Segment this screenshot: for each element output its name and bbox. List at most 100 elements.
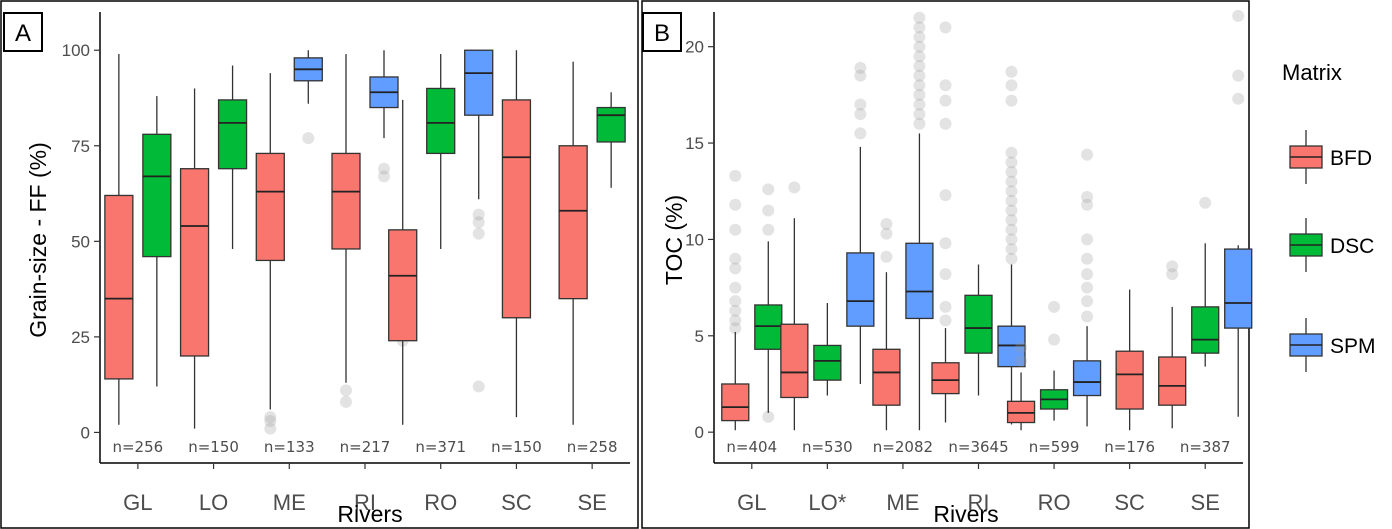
outlier-point	[729, 223, 742, 236]
x-tick-label: GL	[737, 490, 766, 515]
outlier-point	[939, 21, 952, 34]
outlier-point	[729, 198, 742, 211]
outlier-point	[729, 314, 742, 327]
legend: Matrix BFD DSC SPM	[1282, 60, 1376, 372]
outlier-point	[913, 117, 926, 130]
outlier-point	[1081, 198, 1094, 211]
box-body	[464, 49, 494, 116]
box-ME-SPM	[293, 50, 323, 145]
outlier-point	[880, 218, 893, 231]
box-body	[1191, 306, 1220, 354]
box-body	[331, 152, 361, 250]
outlier-point	[939, 300, 952, 313]
outlier-point	[1005, 65, 1018, 78]
n-label: n=176	[1104, 438, 1155, 456]
n-label: n=387	[1180, 438, 1231, 456]
outlier-point	[472, 227, 485, 240]
x-tick-label: SC	[501, 490, 532, 515]
outlier-point	[762, 183, 775, 196]
outlier-point	[913, 88, 926, 101]
outlier-point	[913, 21, 926, 34]
outlier-point	[1005, 204, 1018, 217]
box-RO-SPM	[1072, 148, 1102, 427]
legend-item-bfd: BFD	[1289, 130, 1372, 184]
n-label: n=150	[188, 438, 239, 456]
panel-b-label: B	[654, 20, 670, 47]
outlier-point	[913, 11, 926, 24]
box-body	[1224, 248, 1253, 329]
y-tick-label: 15	[685, 134, 704, 153]
outlier-point	[1232, 92, 1245, 105]
outlier-point	[762, 410, 775, 423]
outlier-point	[1005, 146, 1018, 159]
outlier-point	[788, 181, 801, 194]
outlier-point	[939, 94, 952, 107]
y-tick-label: 0	[81, 423, 90, 442]
box-RI-DSC	[964, 264, 993, 396]
outlier-point	[854, 98, 867, 111]
box-GL-DSC	[754, 183, 783, 423]
box-body	[1006, 400, 1036, 424]
legend-label: DSC	[1330, 235, 1374, 258]
outlier-point	[762, 204, 775, 217]
outlier-point	[472, 208, 485, 221]
outlier-point	[1199, 196, 1212, 209]
panel-b-axes: 0 5 10 15 20 GL n=404 LO* n=530 ME n=2082 RI n=3645 R…	[685, 9, 1253, 515]
outlier-point	[939, 79, 952, 92]
outlier-point	[378, 170, 390, 183]
y-tick-label: 100	[62, 41, 90, 60]
box-LO-DSC	[813, 303, 842, 396]
outlier-point	[302, 132, 315, 145]
box-RI-BFD	[331, 54, 361, 408]
outlier-point	[854, 127, 867, 140]
n-label: n=150	[491, 438, 542, 456]
box-body	[997, 325, 1026, 368]
outlier-point	[1005, 94, 1018, 107]
legend-item-dsc: DSC	[1289, 218, 1374, 272]
outlier-point	[1232, 69, 1245, 82]
outlier-point	[1005, 79, 1018, 92]
outlier-point	[1166, 268, 1179, 281]
outlier-point	[913, 31, 926, 44]
outlier-point	[913, 108, 926, 121]
outlier-point	[340, 384, 352, 397]
outlier-point	[1005, 165, 1018, 178]
box-body	[501, 99, 532, 319]
n-label: n=371	[415, 438, 466, 456]
outlier-point	[913, 59, 926, 72]
outlier-point	[1081, 148, 1094, 161]
box-ME-SPM	[905, 11, 934, 431]
box-body	[388, 229, 418, 342]
box-SE-BFD	[1158, 260, 1187, 429]
panel-a: A 0 25 50 75 100 GL n=256 LO n=150 ME n=133 RI n=217…	[0, 0, 639, 529]
panel-a-label: A	[15, 20, 31, 47]
box-SE-DSC	[596, 92, 626, 188]
outlier-point	[1048, 333, 1061, 346]
n-label: n=2082	[873, 438, 933, 456]
panel-a-x-axis-label: Rivers	[337, 501, 402, 527]
legend-label: BFD	[1330, 147, 1372, 170]
outlier-point	[1081, 295, 1094, 308]
outlier-point	[1005, 175, 1018, 188]
box-RI-BFD	[931, 21, 960, 423]
box-SC-BFD	[501, 50, 532, 418]
box-body	[813, 344, 842, 381]
box-body	[558, 145, 588, 300]
outlier-point	[472, 380, 485, 393]
y-tick-label: 75	[71, 137, 90, 156]
box-body	[846, 252, 875, 327]
outlier-point	[1081, 281, 1094, 294]
n-label: n=404	[726, 438, 777, 456]
box-RO-BFD	[388, 99, 418, 425]
outlier-point	[729, 262, 742, 275]
outlier-point	[1005, 156, 1018, 169]
panel-a-frame	[0, 0, 639, 529]
box-GL-BFD	[104, 54, 134, 425]
outlier-point	[939, 237, 952, 250]
outlier-point	[1048, 300, 1061, 313]
box-LO-BFD	[179, 88, 210, 429]
outlier-point	[729, 281, 742, 294]
x-tick-label: SC	[1114, 490, 1145, 515]
box-RI-SPM	[997, 65, 1026, 425]
